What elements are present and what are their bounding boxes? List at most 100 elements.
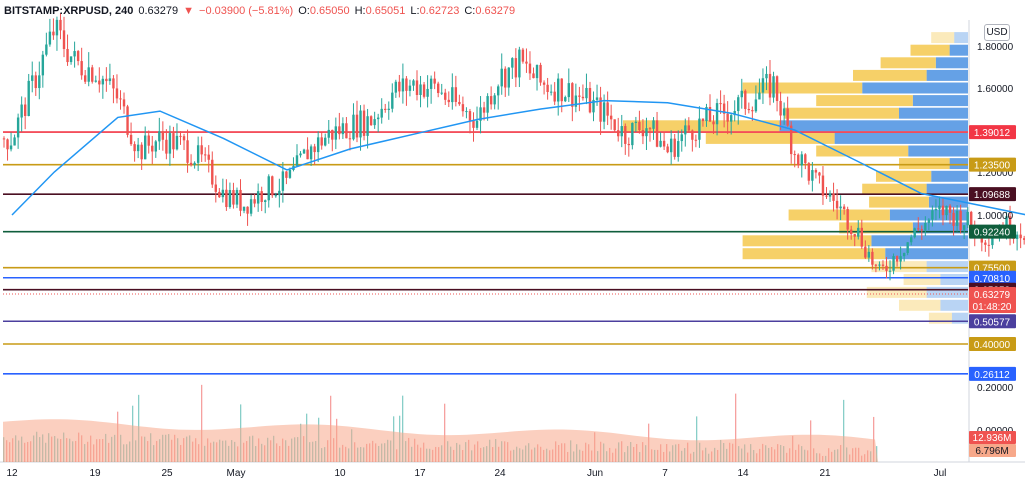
candle-body — [497, 86, 500, 96]
candle-body — [429, 78, 433, 89]
candle-body — [281, 171, 285, 191]
volume-profile-sell-bar — [931, 170, 968, 182]
candle-body — [454, 87, 458, 102]
volume-profile-sell-bar — [940, 274, 968, 285]
price-level-tag — [969, 125, 1016, 140]
candle-body — [482, 107, 486, 113]
candle-body — [793, 154, 796, 156]
candle-body — [959, 210, 962, 230]
symbol-name[interactable]: BITSTAMP:XRPUSD, 240 — [4, 5, 134, 17]
volume-profile-sell-bar — [954, 32, 968, 44]
candle-body — [532, 73, 535, 79]
close-value: 0.63279 — [475, 5, 516, 17]
candle-body — [567, 83, 570, 98]
x-tick-label: 14 — [737, 468, 749, 479]
candle-body — [825, 195, 828, 197]
candle-body — [341, 123, 345, 135]
candle-body — [278, 190, 281, 196]
candle-body — [888, 270, 892, 272]
candle-body — [966, 211, 969, 226]
candle-body — [659, 140, 662, 147]
candle-body — [758, 92, 761, 100]
price-level-tag-label: 0.70810 — [974, 274, 1011, 285]
candle-body — [952, 212, 955, 226]
price-level-tag-label: 0.92240 — [974, 228, 1011, 239]
candle-body — [126, 106, 129, 135]
candle-body — [119, 98, 122, 100]
candle-body — [6, 139, 9, 150]
price-level-tag-label: 0.26112 — [974, 370, 1010, 381]
y-tick-label: 1.80000 — [977, 42, 1014, 53]
candle-body — [751, 110, 754, 112]
candle-body — [302, 149, 306, 154]
price-level-tag — [969, 270, 1016, 285]
candle-body — [920, 229, 923, 231]
x-tick-label: 12 — [6, 468, 18, 479]
candle-body — [458, 101, 461, 105]
candle-body — [839, 206, 842, 209]
candle-body — [235, 189, 239, 205]
candle-body — [842, 206, 846, 210]
candle-body — [507, 67, 510, 88]
candle-body — [94, 80, 97, 82]
candle-body — [970, 211, 973, 227]
currency-button[interactable]: USD — [984, 24, 1010, 41]
price-level-tag — [969, 314, 1016, 329]
candle-body — [631, 122, 634, 146]
candle-body — [924, 223, 927, 231]
candle-body — [525, 61, 528, 64]
candle-body — [740, 90, 743, 98]
candle-body — [151, 145, 154, 152]
candle-body — [447, 99, 450, 103]
candle-body — [436, 83, 440, 94]
candle-body — [408, 85, 412, 91]
volume-profile-buy-bar — [705, 132, 835, 144]
candle-body — [684, 125, 687, 135]
candle-body — [225, 189, 228, 208]
candle-body — [23, 104, 27, 117]
candle-body — [535, 64, 539, 79]
candle-body — [719, 103, 722, 105]
volume-profile-sell-bar — [779, 120, 968, 132]
candle-body — [514, 58, 518, 78]
candle-body — [66, 48, 69, 63]
candle-body — [253, 199, 256, 204]
candle-body — [172, 133, 175, 150]
candle-body — [913, 228, 916, 238]
volume-profile-sell-bar — [834, 132, 968, 144]
candle-body — [553, 91, 556, 102]
candle-body — [105, 78, 108, 82]
volume-profile-buy-bar — [784, 107, 899, 119]
volume-bar — [843, 399, 845, 462]
candle-body — [504, 68, 507, 88]
candle-body — [578, 95, 581, 97]
candle-body — [500, 68, 503, 87]
volume-profile-sell-bar — [926, 183, 968, 195]
candle-body — [592, 99, 595, 113]
candle-body — [655, 120, 659, 147]
candle-body — [87, 67, 90, 82]
candle-body — [934, 208, 938, 211]
candle-body — [133, 144, 136, 152]
volume-bar — [444, 403, 446, 462]
candle-body — [214, 184, 217, 192]
candle-body — [338, 126, 341, 135]
candle-body — [729, 115, 733, 122]
candle-body — [59, 19, 62, 31]
candle-body — [666, 146, 669, 153]
candle-body — [652, 120, 655, 129]
candle-body — [384, 108, 387, 110]
candle-body — [83, 75, 87, 82]
price-level-tag — [969, 187, 1016, 202]
volume-profile-sell-bar — [908, 145, 968, 157]
candle-body — [91, 67, 94, 82]
candle-body — [539, 64, 542, 83]
volume-profile-sell-bar — [928, 196, 968, 208]
candle-body — [440, 92, 443, 94]
price-level-tag-label: 0.75500 — [974, 264, 1011, 275]
candle-body — [200, 145, 203, 155]
candle-body — [136, 144, 140, 152]
candle-body — [910, 237, 913, 243]
